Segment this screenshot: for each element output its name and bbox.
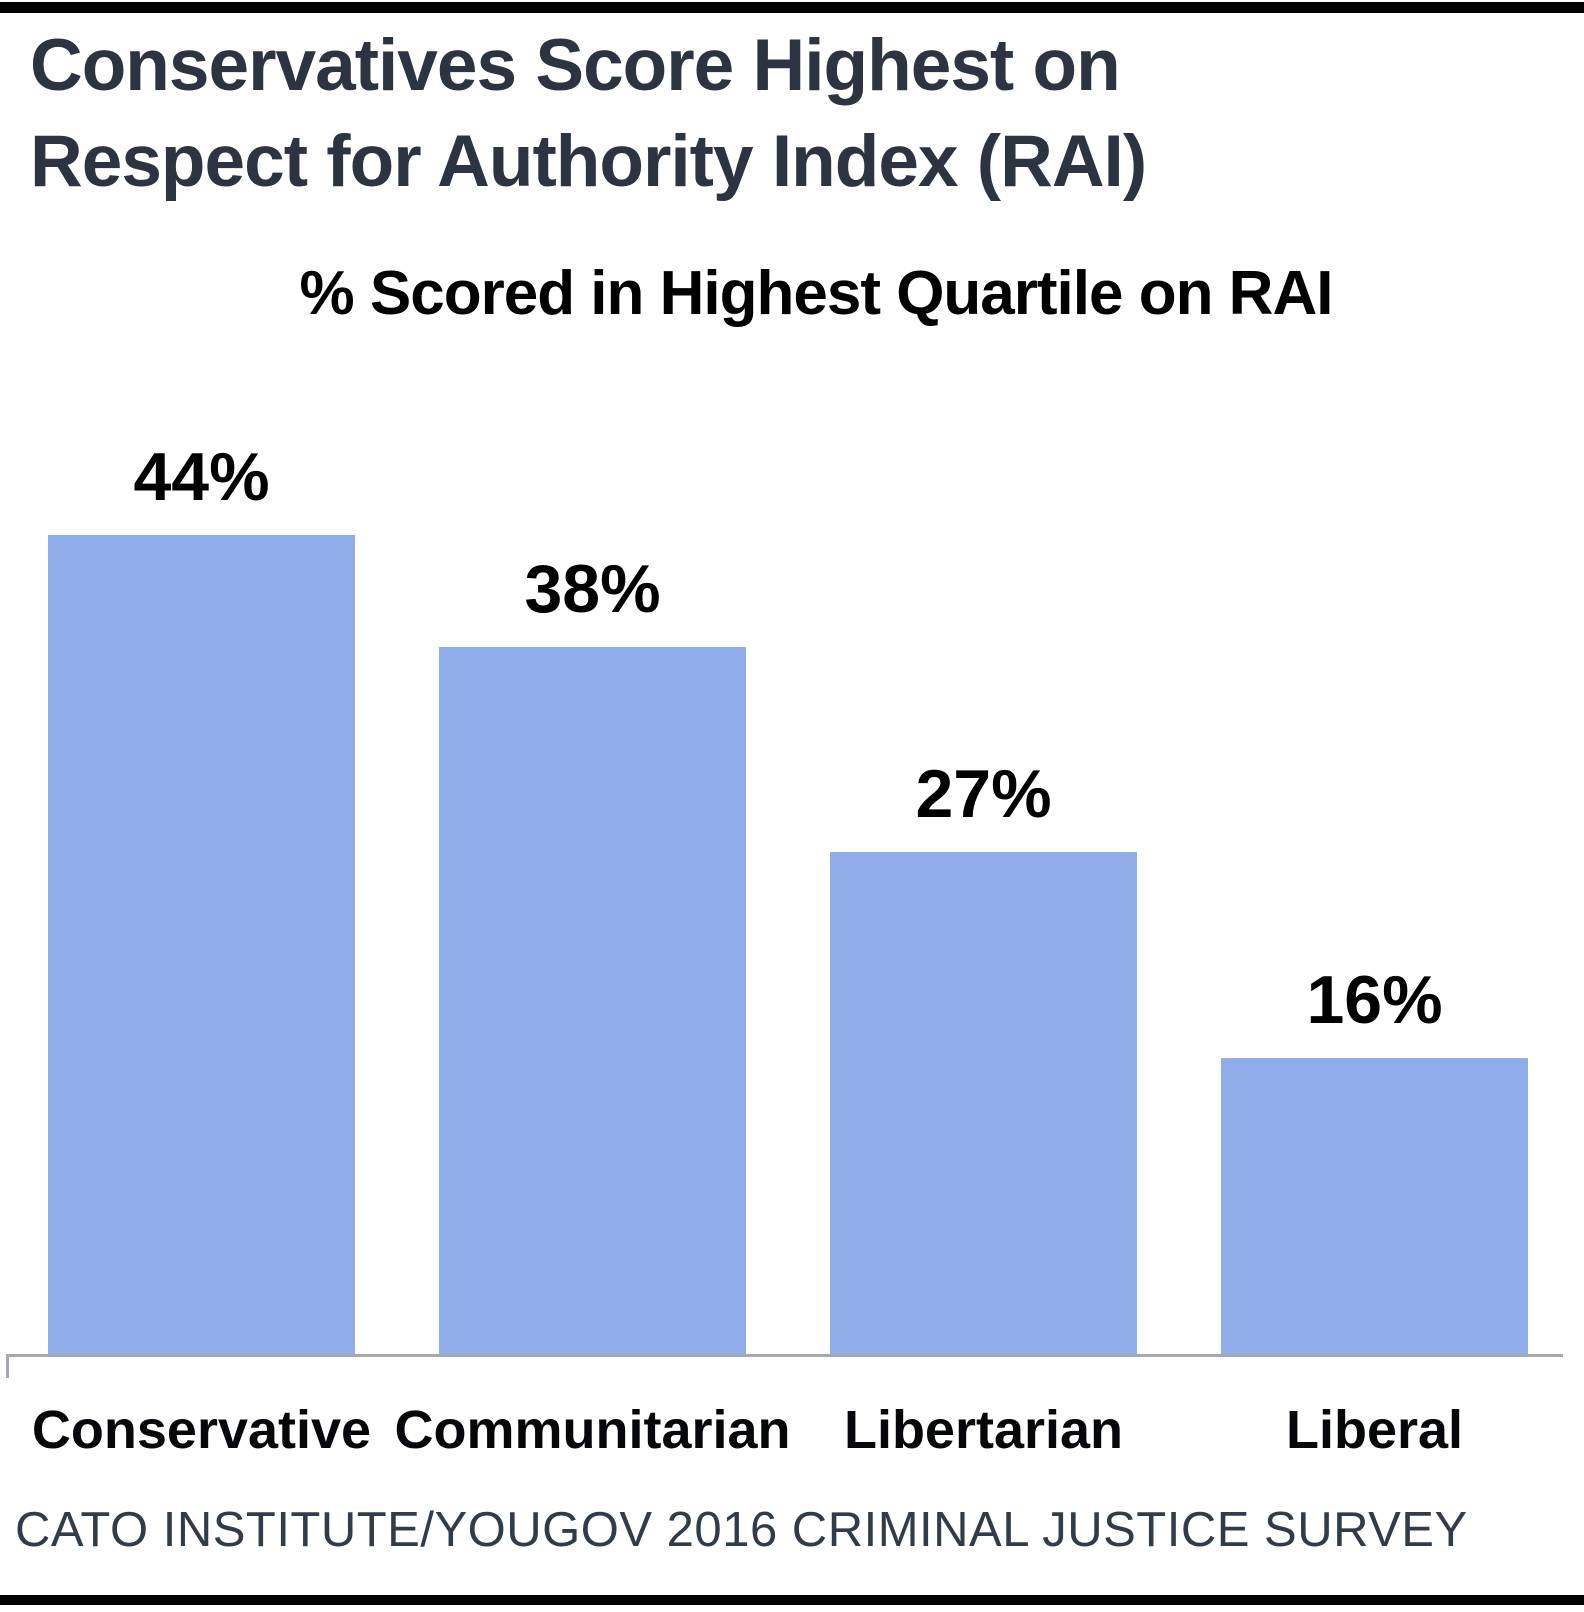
top-rule (0, 2, 1584, 13)
bar-value-label-libertarian: 27% (915, 756, 1052, 832)
bar-value-label-conservative: 44% (133, 439, 270, 515)
bar-communitarian (439, 647, 746, 1356)
bar-value-label-communitarian: 38% (524, 551, 661, 627)
category-label-communitarian: Communitarian (394, 1400, 791, 1460)
source-attribution: CATO INSTITUTE/YOUGOV 2016 CRIMINAL JUST… (15, 1503, 1468, 1557)
bottom-rule (0, 1595, 1584, 1605)
category-label-conservative: Conservative (31, 1400, 372, 1460)
category-label-liberal: Liberal (1285, 1400, 1464, 1460)
chart-title-line1: Conservatives Score Highest on (30, 25, 1121, 106)
category-label-libertarian: Libertarian (843, 1400, 1124, 1460)
chart-title-line2: Respect for Authority Index (RAI) (30, 121, 1147, 202)
bar-column-libertarian: 27% (830, 760, 1137, 1356)
bar-liberal (1221, 1058, 1528, 1356)
bar-conservative (48, 535, 355, 1356)
chart-title: Conservatives Score Highest on Respect f… (30, 18, 1530, 210)
x-axis-line (6, 1354, 1563, 1357)
bar-libertarian (830, 852, 1137, 1356)
bar-value-label-liberal: 16% (1306, 962, 1443, 1038)
bar-column-communitarian: 38% (439, 555, 746, 1356)
y-axis-tick (6, 1354, 9, 1378)
chart-subtitle: % Scored in Highest Quartile on RAI (299, 259, 1334, 328)
bar-column-liberal: 16% (1221, 966, 1528, 1356)
bar-column-conservative: 44% (48, 443, 355, 1356)
